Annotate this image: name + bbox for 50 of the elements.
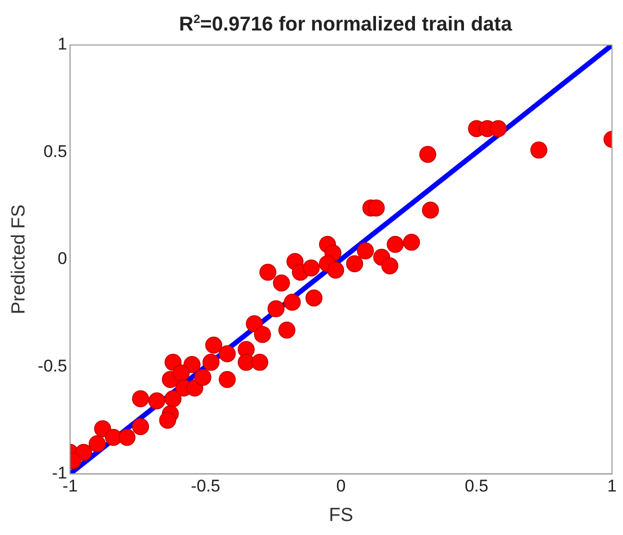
point xyxy=(205,336,222,354)
point xyxy=(422,202,439,219)
point xyxy=(164,390,182,408)
point xyxy=(305,289,322,306)
y-tick-label: 0 xyxy=(58,249,68,268)
point xyxy=(159,412,176,429)
point xyxy=(94,420,112,438)
point xyxy=(88,435,106,452)
point xyxy=(184,356,201,373)
point xyxy=(218,370,236,388)
point xyxy=(251,354,268,371)
point xyxy=(104,428,122,446)
y-tick-label: 0.5 xyxy=(43,142,68,161)
point xyxy=(530,142,548,159)
point xyxy=(268,300,285,318)
y-tick-label: 1 xyxy=(58,34,68,54)
x-axis-title: FS xyxy=(328,504,354,526)
chart-title: R$^{2}$=0.9716 for normalized train data xyxy=(178,12,514,37)
point xyxy=(254,326,271,343)
point xyxy=(218,345,236,362)
x-tick-label: 0.5 xyxy=(464,476,488,496)
point xyxy=(186,380,204,397)
point xyxy=(194,368,212,386)
point xyxy=(132,390,150,408)
point xyxy=(238,354,255,371)
point xyxy=(132,418,150,436)
point xyxy=(368,199,385,216)
point xyxy=(356,242,374,260)
x-tick-label: 0 xyxy=(336,476,346,496)
point xyxy=(284,294,301,311)
y-tick-label: -0.5 xyxy=(38,356,68,376)
point xyxy=(259,264,276,281)
point xyxy=(172,364,190,382)
point xyxy=(302,259,320,276)
point xyxy=(386,236,404,253)
point xyxy=(327,262,344,279)
point xyxy=(202,354,220,371)
y-axis-title: Predicted FS xyxy=(8,204,30,314)
x-tick-label: 1 xyxy=(607,476,617,496)
point xyxy=(419,146,436,163)
point xyxy=(490,120,507,138)
point xyxy=(272,274,290,292)
point xyxy=(402,234,420,251)
point xyxy=(148,392,166,410)
point xyxy=(278,322,296,339)
point xyxy=(381,257,398,274)
point xyxy=(118,428,136,446)
x-tick-label: -0.5 xyxy=(190,476,220,496)
point xyxy=(346,255,364,272)
y-tick-label: -1 xyxy=(52,463,68,482)
